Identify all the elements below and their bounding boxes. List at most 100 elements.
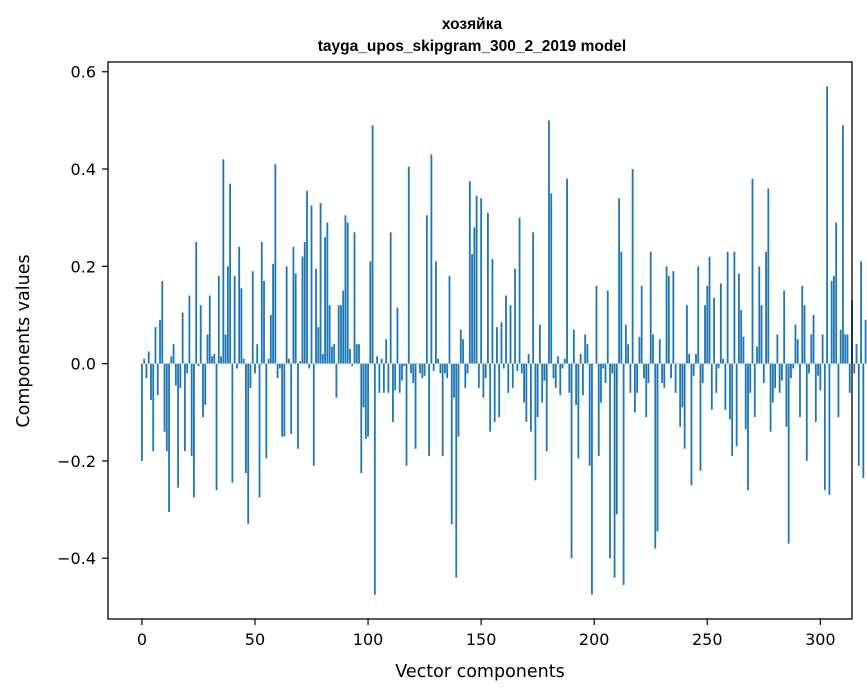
bar-129 [432,363,435,371]
bar-207 [609,363,611,559]
bar-152 [484,363,487,379]
y-tick-label-5: 0.6 [71,63,96,82]
bar-205 [604,363,607,384]
bar-310 [842,125,844,364]
bar-188 [566,178,568,364]
bar-166 [516,363,519,371]
bar-292 [801,285,804,364]
bar-193 [577,363,580,459]
bar-55 [265,363,268,459]
bar-278 [769,363,772,432]
bar-5 [152,363,155,452]
bar-67 [292,246,295,364]
bar-42 [236,363,238,369]
bar-102 [371,125,374,364]
bar-304 [828,363,831,495]
bar-139 [455,363,458,578]
bar-125 [423,363,426,376]
bar-301 [821,334,824,364]
bar-211 [618,198,620,364]
bar-179 [545,363,548,452]
bar-194 [579,353,582,364]
bar-136 [448,276,451,364]
bar-15 [174,363,177,386]
bar-298 [814,363,817,422]
bar-85 [333,344,336,364]
bar-318 [860,261,862,364]
bar-258 [724,363,727,410]
bar-187 [563,358,566,364]
bar-10 [163,363,166,432]
bar-121 [414,363,417,449]
bar-241 [686,305,688,364]
bar-50 [254,363,256,374]
bar-127 [428,363,431,457]
bar-84 [330,346,333,364]
bar-48 [249,363,252,388]
bar-191 [572,329,575,364]
bar-14 [172,344,175,364]
bar-288 [792,363,795,369]
x-tick-label-250: 250 [692,630,723,649]
bar-284 [783,290,786,364]
bar-309 [839,329,842,364]
bar-224 [647,363,650,384]
bar-156 [493,363,496,422]
bar-61 [278,363,281,369]
bar-302 [823,363,826,491]
bar-36 [222,159,225,364]
bar-72 [303,241,306,364]
bar-88 [340,305,342,364]
bar-33 [215,363,218,491]
bar-185 [559,363,562,396]
bar-35 [220,356,222,364]
bar-195 [581,363,584,396]
bar-262 [733,251,736,364]
bar-101 [369,261,372,364]
bar-95 [355,344,358,364]
bar-229 [658,339,661,364]
bar-201 [595,285,598,364]
bar-264 [738,273,740,364]
bar-249 [704,305,706,364]
bar-57 [269,314,272,364]
bar-18 [181,312,184,364]
y-axis: −0.4 −0.2 0.0 0.2 0.4 0.6 [57,63,108,568]
bar-250 [706,285,709,364]
bar-170 [525,363,528,422]
bar-172 [529,363,532,432]
bar-158 [498,363,501,418]
bar-65 [288,358,290,364]
bar-60 [276,363,279,379]
bar-112 [394,363,397,391]
bar-215 [627,344,630,364]
bar-317 [857,363,860,466]
x-tick-label-150: 150 [466,630,497,649]
bar-291 [799,363,801,418]
bar-90 [344,215,347,364]
bar-161 [505,295,507,364]
bar-214 [624,324,627,364]
bar-89 [342,290,345,364]
bar-189 [568,363,571,393]
bar-230 [661,363,663,384]
bar-66 [290,363,293,435]
bar-117 [405,363,408,466]
bar-233 [667,276,670,364]
bar-135 [446,363,449,379]
bar-series [141,86,867,595]
bar-259 [726,251,729,364]
x-axis-label: Vector components [395,662,564,682]
bar-68 [294,273,297,364]
bar-75 [310,205,313,364]
bar-279 [771,363,774,403]
bar-222 [643,363,645,379]
bar-141 [459,329,462,364]
bar-239 [681,363,684,408]
bar-9 [161,280,164,364]
bar-111 [392,363,394,422]
bar-246 [697,266,700,364]
bar-212 [620,251,623,364]
bar-6 [154,327,157,364]
bar-290 [796,339,799,364]
